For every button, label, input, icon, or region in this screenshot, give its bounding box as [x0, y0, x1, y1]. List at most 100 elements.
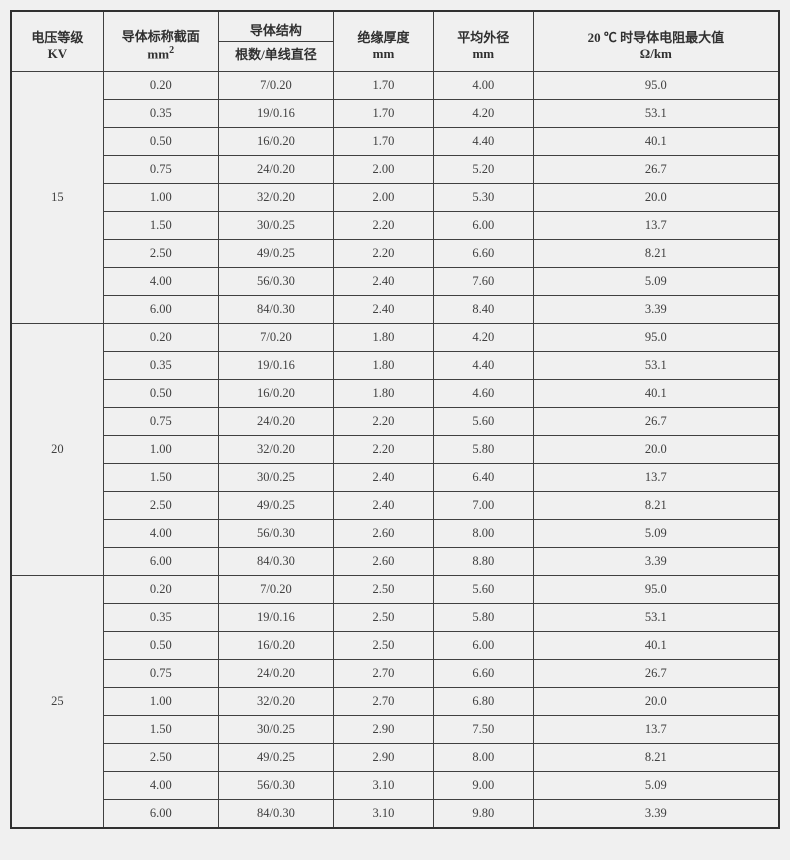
table-row: 0.5016/0.201.804.6040.1: [11, 380, 779, 408]
cross-section-cell: 1.50: [103, 212, 218, 240]
table-row: 4.0056/0.302.407.605.09: [11, 268, 779, 296]
table-row: 4.0056/0.302.608.005.09: [11, 520, 779, 548]
cross-section-cell: 2.50: [103, 492, 218, 520]
table-row: 1.5030/0.252.206.0013.7: [11, 212, 779, 240]
resistance-cell: 20.0: [533, 688, 779, 716]
voltage-cell: 20: [11, 324, 103, 576]
structure-cell: 32/0.20: [218, 184, 333, 212]
diameter-cell: 5.60: [433, 408, 533, 436]
diameter-cell: 5.20: [433, 156, 533, 184]
structure-cell: 24/0.20: [218, 408, 333, 436]
insulation-cell: 1.70: [334, 100, 434, 128]
cross-section-cell: 1.00: [103, 436, 218, 464]
structure-cell: 24/0.20: [218, 660, 333, 688]
structure-cell: 32/0.20: [218, 688, 333, 716]
cross-section-cell: 1.50: [103, 464, 218, 492]
insulation-cell: 3.10: [334, 800, 434, 829]
insulation-cell: 2.90: [334, 716, 434, 744]
resistance-cell: 40.1: [533, 128, 779, 156]
cross-section-cell: 6.00: [103, 548, 218, 576]
diameter-cell: 4.40: [433, 352, 533, 380]
diameter-cell: 6.00: [433, 632, 533, 660]
structure-cell: 19/0.16: [218, 352, 333, 380]
resistance-cell: 20.0: [533, 436, 779, 464]
resistance-cell: 26.7: [533, 660, 779, 688]
insulation-cell: 2.60: [334, 520, 434, 548]
cross-section-cell: 0.75: [103, 408, 218, 436]
structure-cell: 7/0.20: [218, 324, 333, 352]
table-row: 150.207/0.201.704.0095.0: [11, 72, 779, 100]
cross-section-cell: 0.35: [103, 604, 218, 632]
cross-section-cell: 0.75: [103, 660, 218, 688]
col-header-structure-top: 导体结构: [218, 11, 333, 42]
structure-cell: 16/0.20: [218, 632, 333, 660]
cross-section-cell: 4.00: [103, 520, 218, 548]
structure-cell: 56/0.30: [218, 268, 333, 296]
cross-section-cell: 0.50: [103, 128, 218, 156]
structure-cell: 84/0.30: [218, 296, 333, 324]
resistance-cell: 95.0: [533, 324, 779, 352]
cross-section-cell: 0.20: [103, 72, 218, 100]
table-row: 1.0032/0.202.706.8020.0: [11, 688, 779, 716]
diameter-cell: 8.80: [433, 548, 533, 576]
col-header-structure-sub: 根数/单线直径: [218, 42, 333, 72]
resistance-cell: 5.09: [533, 520, 779, 548]
insulation-cell: 2.40: [334, 268, 434, 296]
cross-section-cell: 2.50: [103, 240, 218, 268]
resistance-cell: 26.7: [533, 156, 779, 184]
resistance-cell: 95.0: [533, 576, 779, 604]
structure-cell: 49/0.25: [218, 492, 333, 520]
structure-cell: 84/0.30: [218, 800, 333, 829]
col-header-resistance: 20 ℃ 时导体电阻最大值 Ω/km: [533, 11, 779, 72]
diameter-cell: 4.40: [433, 128, 533, 156]
diameter-cell: 6.40: [433, 464, 533, 492]
diameter-cell: 4.20: [433, 324, 533, 352]
resistance-cell: 40.1: [533, 380, 779, 408]
resistance-cell: 40.1: [533, 632, 779, 660]
structure-cell: 32/0.20: [218, 436, 333, 464]
resistance-cell: 8.21: [533, 744, 779, 772]
cable-spec-table: 电压等级 KV 导体标称截面 mm2 导体结构 绝缘厚度 mm 平均外径 mm …: [10, 10, 780, 829]
table-row: 0.7524/0.202.706.6026.7: [11, 660, 779, 688]
insulation-cell: 2.40: [334, 296, 434, 324]
table-body: 150.207/0.201.704.0095.00.3519/0.161.704…: [11, 72, 779, 829]
table-row: 1.0032/0.202.005.3020.0: [11, 184, 779, 212]
resistance-cell: 53.1: [533, 100, 779, 128]
structure-cell: 30/0.25: [218, 464, 333, 492]
diameter-cell: 4.00: [433, 72, 533, 100]
structure-cell: 19/0.16: [218, 100, 333, 128]
col-header-diameter: 平均外径 mm: [433, 11, 533, 72]
cross-section-cell: 1.50: [103, 716, 218, 744]
structure-cell: 7/0.20: [218, 72, 333, 100]
insulation-cell: 1.80: [334, 352, 434, 380]
table-row: 2.5049/0.252.407.008.21: [11, 492, 779, 520]
col-header-insulation: 绝缘厚度 mm: [334, 11, 434, 72]
insulation-cell: 2.50: [334, 632, 434, 660]
resistance-cell: 8.21: [533, 492, 779, 520]
table-row: 200.207/0.201.804.2095.0: [11, 324, 779, 352]
insulation-cell: 2.90: [334, 744, 434, 772]
insulation-cell: 2.50: [334, 576, 434, 604]
diameter-cell: 5.80: [433, 604, 533, 632]
resistance-cell: 53.1: [533, 604, 779, 632]
insulation-cell: 1.70: [334, 128, 434, 156]
insulation-cell: 2.00: [334, 184, 434, 212]
table-row: 6.0084/0.302.408.403.39: [11, 296, 779, 324]
table-row: 0.3519/0.162.505.8053.1: [11, 604, 779, 632]
insulation-cell: 2.40: [334, 492, 434, 520]
insulation-cell: 2.70: [334, 660, 434, 688]
table-header: 电压等级 KV 导体标称截面 mm2 导体结构 绝缘厚度 mm 平均外径 mm …: [11, 11, 779, 72]
structure-cell: 49/0.25: [218, 744, 333, 772]
col-header-voltage: 电压等级 KV: [11, 11, 103, 72]
resistance-cell: 26.7: [533, 408, 779, 436]
diameter-cell: 6.80: [433, 688, 533, 716]
table-row: 1.5030/0.252.406.4013.7: [11, 464, 779, 492]
resistance-cell: 13.7: [533, 212, 779, 240]
resistance-cell: 5.09: [533, 772, 779, 800]
insulation-cell: 1.80: [334, 324, 434, 352]
insulation-cell: 3.10: [334, 772, 434, 800]
structure-cell: 84/0.30: [218, 548, 333, 576]
table-row: 0.5016/0.202.506.0040.1: [11, 632, 779, 660]
insulation-cell: 2.20: [334, 408, 434, 436]
diameter-cell: 5.30: [433, 184, 533, 212]
